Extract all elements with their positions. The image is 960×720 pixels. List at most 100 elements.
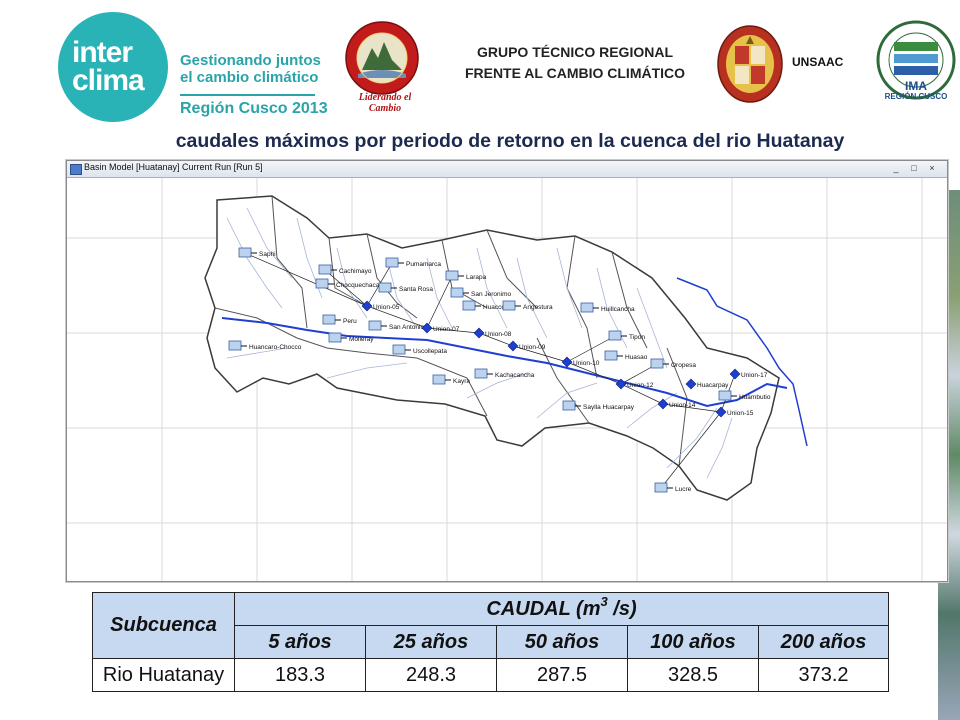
subbasin-icon — [474, 368, 488, 379]
close-button[interactable]: × — [929, 163, 935, 173]
element-connector — [426, 327, 480, 334]
ima-logo: IMA — [876, 20, 956, 100]
maximize-button[interactable]: □ — [911, 163, 917, 173]
header-title: GRUPO TÉCNICO REGIONAL FRENTE AL CAMBIO … — [440, 42, 710, 84]
period-header-25: 25 años — [365, 625, 497, 659]
subbasin-icon — [445, 270, 459, 281]
element-lucre[interactable]: Lucre — [654, 482, 692, 493]
element-label: Chocquechaca — [336, 282, 380, 289]
element-label: Saylla Huacarpay — [583, 404, 635, 411]
basin-elements: Saphi Cachimayo Chocquechaca Pumamarca Santa… — [228, 247, 771, 493]
interclima-word-clima: clima — [72, 64, 145, 97]
junction-icon — [561, 356, 573, 368]
element-label: Huaccoto — [483, 304, 511, 311]
element-huillcancha[interactable]: Huillcancha — [580, 302, 635, 313]
element-label: Union-12 — [627, 382, 654, 389]
element-union05[interactable]: Union-05 — [361, 300, 400, 312]
element-pumamarca[interactable]: Pumamarca — [385, 257, 441, 268]
element-huambutio[interactable]: Huambutio — [718, 390, 771, 401]
element-larapa[interactable]: Larapa — [445, 270, 487, 281]
element-label: Union-08 — [485, 331, 512, 338]
element-san-antonio[interactable]: San Antonio — [368, 320, 424, 331]
element-tipon[interactable]: Tipon — [608, 330, 645, 341]
element-union09[interactable]: Union-09 — [507, 340, 546, 352]
caudal-value-25: 248.3 — [365, 658, 497, 692]
period-header-100: 100 años — [627, 625, 759, 659]
subbasin-icon — [392, 344, 406, 355]
subcuenca-header: Subcuenca — [92, 592, 235, 659]
caudal-table: Subcuenca CAUDAL (m3 /s) 5 años 25 años … — [92, 592, 890, 692]
element-label: Union-17 — [741, 372, 768, 379]
element-union12[interactable]: Union-12 — [615, 378, 654, 390]
junction-icon — [421, 322, 433, 334]
element-angostura[interactable]: Angostura — [502, 300, 553, 311]
element-huasao[interactable]: Huasao — [604, 350, 648, 361]
element-santa-rosa[interactable]: Santa Rosa — [378, 282, 433, 293]
element-chocquechaca[interactable]: Chocquechaca — [315, 278, 380, 289]
element-huacarpay[interactable]: Huacarpay — [685, 378, 729, 390]
caudal-header: CAUDAL (m3 /s) — [233, 592, 890, 626]
element-label: San Jeronimo — [471, 291, 511, 298]
element-label: Peru — [343, 318, 357, 325]
subbasin-icon — [432, 374, 446, 385]
element-union15[interactable]: Union-15 — [715, 406, 754, 418]
element-label: Union-09 — [519, 344, 546, 351]
element-kayra[interactable]: Kayra — [432, 374, 470, 385]
element-connector — [660, 411, 722, 489]
subbasin-icon — [604, 350, 618, 361]
element-huancaro-chocco[interactable]: Huancaro-Chocco — [228, 340, 302, 351]
caudal-header-unit: /s) — [607, 597, 637, 620]
caudal-header-label: CAUDAL (m — [486, 597, 601, 620]
window-titlebar[interactable]: Basin Model [Huatanay] Current Run [Run … — [67, 161, 947, 178]
element-oropesa[interactable]: Oropesa — [650, 358, 696, 369]
element-connector — [566, 335, 616, 363]
element-label: Lucre — [675, 486, 692, 493]
subcuenca-name: Rio Huatanay — [92, 658, 235, 692]
junction-icon — [615, 378, 627, 390]
element-label: Santa Rosa — [399, 286, 433, 293]
element-union14[interactable]: Union-14 — [657, 398, 696, 410]
slide-title: caudales máximos por periodo de retorno … — [175, 130, 845, 152]
element-union10[interactable]: Union-10 — [561, 356, 600, 368]
element-huaccoto[interactable]: Huaccoto — [462, 300, 511, 311]
element-union08[interactable]: Union-08 — [473, 327, 512, 339]
junction-icon — [729, 368, 741, 380]
subbasin-icon — [580, 302, 594, 313]
interclima-region: Región Cusco 2013 — [180, 100, 328, 117]
element-uscollepata[interactable]: Uscollepata — [392, 344, 447, 355]
interclima-logo: inter clima Gestionando juntos el cambio… — [58, 12, 328, 124]
element-molleray[interactable]: Molleray — [328, 332, 374, 343]
element-cachimayo[interactable]: Cachimayo — [318, 264, 372, 275]
element-union17[interactable]: Union-17 — [729, 368, 768, 380]
basin-map-canvas[interactable]: Saphi Cachimayo Chocquechaca Pumamarca Santa… — [67, 178, 947, 581]
element-label: Oropesa — [671, 362, 696, 369]
minimize-button[interactable]: _ — [893, 163, 899, 173]
element-label: Union-05 — [373, 304, 400, 311]
caudal-header-exponent: 3 — [600, 593, 608, 609]
element-label: Cachimayo — [339, 268, 372, 275]
element-label: Angostura — [523, 304, 553, 311]
element-kachacancha[interactable]: Kachacancha — [474, 368, 535, 379]
subbasin-icon — [328, 332, 342, 343]
element-label: Union-14 — [669, 402, 696, 409]
element-union07[interactable]: Union-07 — [421, 322, 460, 334]
subbasin-icon — [322, 314, 336, 325]
element-san-jeronimo[interactable]: San Jeronimo — [450, 287, 511, 298]
subbasin-icon — [718, 390, 732, 401]
subbasin-icon — [238, 247, 252, 258]
stream-network — [226, 207, 733, 479]
element-label: Uscollepata — [413, 348, 447, 355]
element-label: Kayra — [453, 378, 470, 385]
element-saphi[interactable]: Saphi — [238, 247, 276, 258]
element-peru[interactable]: Peru — [322, 314, 357, 325]
junction-icon — [507, 340, 519, 352]
element-saylla[interactable]: Saylla Huacarpay — [562, 400, 635, 411]
element-connector — [662, 403, 722, 413]
element-label: Huasao — [625, 354, 648, 361]
element-connector — [324, 269, 368, 307]
main-river-huatanay — [221, 317, 788, 408]
element-connector — [366, 305, 428, 329]
period-header-50: 50 años — [496, 625, 628, 659]
subbasin-icon — [315, 278, 329, 289]
caudal-value-200: 373.2 — [757, 658, 890, 692]
